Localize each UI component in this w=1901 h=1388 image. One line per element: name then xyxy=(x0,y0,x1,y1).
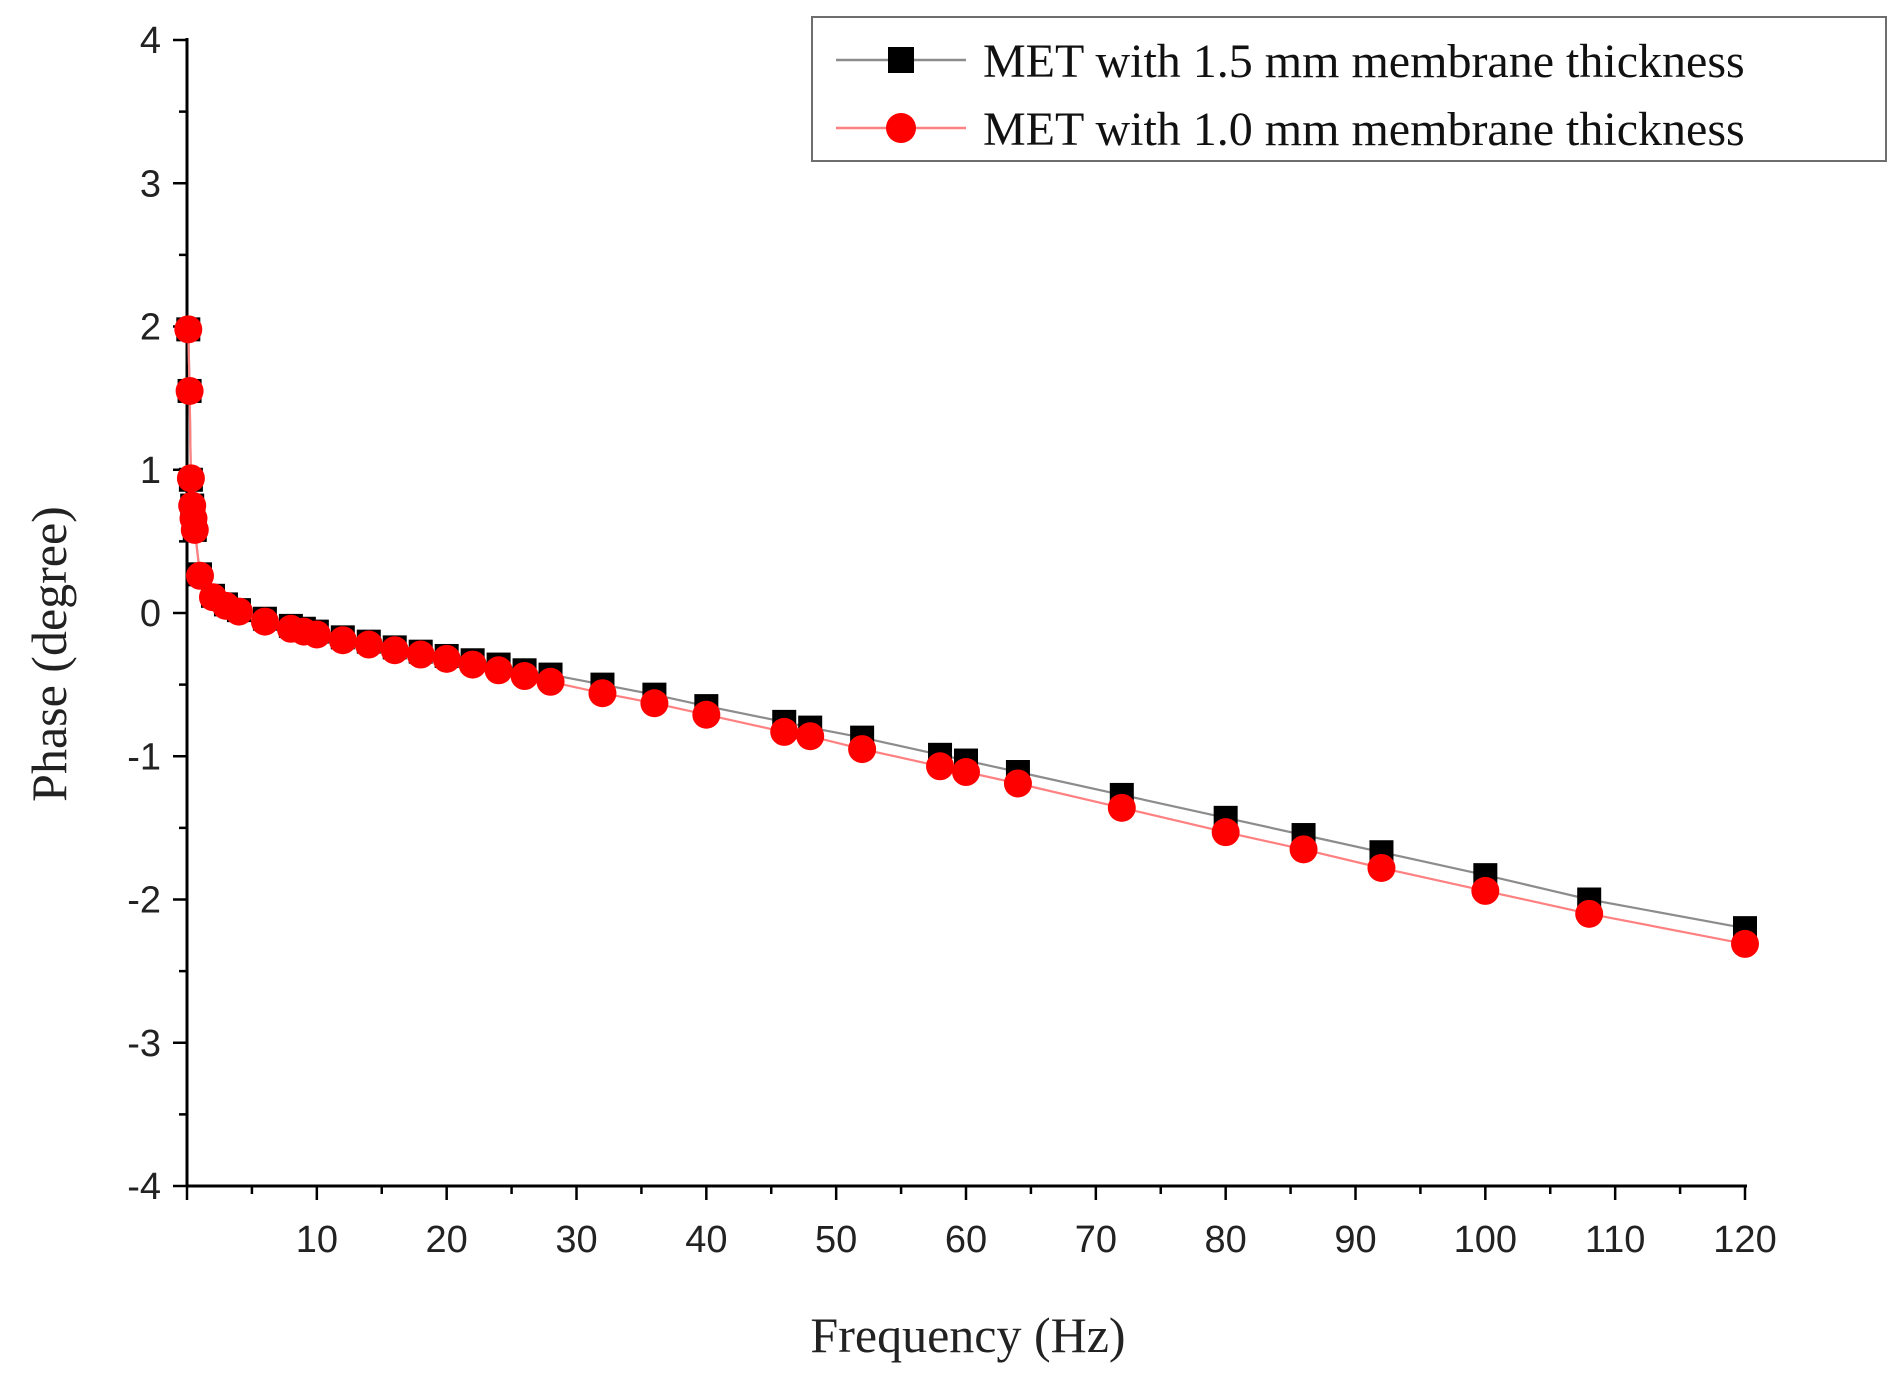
legend-box xyxy=(811,16,1887,162)
y-tick-label: 2 xyxy=(140,307,161,349)
data-point-circle xyxy=(185,561,214,590)
y-tick-label: -4 xyxy=(127,1166,161,1208)
data-point-circle xyxy=(180,515,209,544)
data-point-circle xyxy=(176,464,205,493)
x-tick-label: 110 xyxy=(1585,1219,1646,1261)
data-point-circle xyxy=(380,636,409,665)
data-point-circle xyxy=(1003,769,1032,798)
data-point-circle xyxy=(588,679,617,708)
y-tick-label: 3 xyxy=(140,163,161,205)
series-lines xyxy=(187,329,1746,945)
legend: MET with 1.5 mm membrane thickness MET w… xyxy=(811,16,1887,162)
data-point-circle xyxy=(458,650,487,679)
x-tick-label: 30 xyxy=(555,1219,597,1261)
x-tick-label: 80 xyxy=(1205,1219,1247,1261)
data-point-circle xyxy=(174,315,203,344)
data-point-circle xyxy=(796,722,825,751)
x-tick-label: 50 xyxy=(815,1219,857,1261)
x-axis-title: Frequency (Hz) xyxy=(810,1307,1125,1363)
data-point-circle xyxy=(510,662,539,691)
data-point-circle xyxy=(432,644,461,673)
y-tick-label: -2 xyxy=(127,880,161,922)
legend-marker-1p5mm xyxy=(888,47,914,73)
data-point-circle xyxy=(250,607,279,636)
data-point-circle xyxy=(848,735,877,764)
x-tick-label: 120 xyxy=(1713,1219,1776,1261)
data-point-circle xyxy=(770,717,799,746)
y-tick-label: -1 xyxy=(127,736,161,778)
x-tick-label: 10 xyxy=(296,1219,338,1261)
data-point-circle xyxy=(1289,835,1318,864)
y-tick-label: 1 xyxy=(140,450,161,492)
x-tick-label: 20 xyxy=(426,1219,468,1261)
data-point-circle xyxy=(952,758,980,787)
series-line-1 xyxy=(187,329,1746,945)
tick-labels: -4 -3 -2 -1 0 1 2 3 4 10 20 30 40 50 60 70 80 90 100 110 120 xyxy=(127,20,1777,1261)
data-point-circle xyxy=(1211,818,1240,847)
legend-label-1p0mm: MET with 1.0 mm membrane thickness xyxy=(983,103,1745,156)
data-point-circle xyxy=(692,700,721,729)
data-point-circle xyxy=(484,656,513,685)
x-tick-label: 70 xyxy=(1075,1219,1117,1261)
series-line-0 xyxy=(187,329,1746,930)
y-tick-label: 4 xyxy=(140,20,161,62)
y-tick-label: -3 xyxy=(127,1023,161,1065)
data-point-circle xyxy=(302,620,331,649)
data-point-circle xyxy=(1731,929,1759,958)
y-tick-label: 0 xyxy=(140,593,161,635)
data-point-circle xyxy=(536,667,565,696)
data-point-circle xyxy=(1367,853,1396,882)
legend-label-1p5mm: MET with 1.5 mm membrane thickness xyxy=(983,35,1745,88)
data-point-circle xyxy=(406,640,435,669)
data-point-circle xyxy=(354,630,383,659)
data-point-circle xyxy=(926,752,955,781)
x-tick-label: 40 xyxy=(685,1219,727,1261)
data-point-circle xyxy=(1575,899,1604,928)
y-axis-title: Phase (degree) xyxy=(21,506,77,802)
data-point-circle xyxy=(1107,793,1136,822)
x-tick-label: 100 xyxy=(1454,1219,1517,1261)
series-markers xyxy=(174,315,1759,958)
data-point-circle xyxy=(175,376,204,405)
x-tick-label: 60 xyxy=(945,1219,987,1261)
axes xyxy=(173,38,1747,1200)
x-tick-label: 90 xyxy=(1334,1219,1376,1261)
data-point-circle xyxy=(224,597,253,626)
data-point-circle xyxy=(1471,876,1500,905)
legend-marker-1p0mm xyxy=(886,113,916,143)
data-point-circle xyxy=(640,689,669,718)
data-point-circle xyxy=(328,626,357,655)
